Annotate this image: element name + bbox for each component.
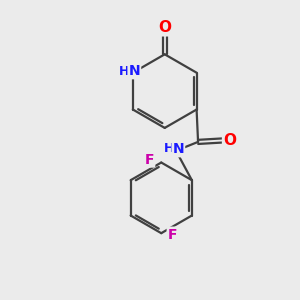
Text: H: H bbox=[119, 65, 129, 78]
Text: F: F bbox=[168, 228, 177, 242]
Text: N: N bbox=[172, 142, 184, 156]
Text: O: O bbox=[158, 20, 171, 35]
Text: O: O bbox=[223, 133, 236, 148]
Text: F: F bbox=[145, 153, 154, 166]
Text: N: N bbox=[128, 64, 140, 78]
Text: H: H bbox=[164, 142, 175, 155]
